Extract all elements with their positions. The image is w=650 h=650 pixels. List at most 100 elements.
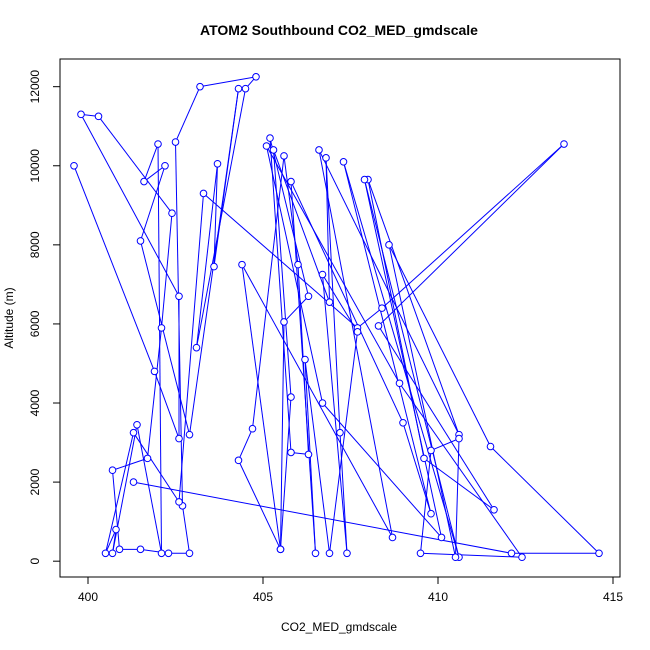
x-axis-label: CO2_MED_gmdscale (281, 620, 397, 634)
series-segment (283, 295, 309, 323)
data-point (276, 545, 285, 554)
data-point (353, 328, 362, 336)
data-point (360, 175, 369, 184)
series-segment (147, 327, 162, 459)
data-point (325, 298, 334, 306)
data-point (315, 146, 323, 154)
series-segment (143, 165, 166, 182)
series-segment (322, 274, 358, 333)
series-segment (73, 165, 155, 372)
data-point (311, 549, 320, 558)
series-segment (98, 116, 173, 214)
series-segment (196, 163, 218, 348)
data-point (451, 553, 460, 562)
data-point (241, 84, 250, 93)
data-point (318, 399, 327, 407)
data-point (304, 450, 313, 459)
series-segment (241, 264, 393, 538)
data-point (269, 146, 278, 154)
data-point (157, 549, 166, 558)
series-segment (357, 307, 383, 329)
series-segment (325, 157, 330, 303)
series-segment (339, 432, 348, 554)
series-segment (420, 552, 523, 558)
series-segment (378, 143, 565, 327)
series-segment (213, 163, 218, 267)
data-point (490, 505, 498, 514)
series-segment (105, 432, 134, 554)
series-segment (105, 529, 117, 554)
data-point (322, 154, 330, 162)
series-segment (175, 86, 201, 143)
data-point (486, 442, 495, 451)
series-segment (367, 179, 460, 435)
data-point (388, 533, 397, 542)
data-point (164, 549, 173, 558)
data-point (234, 456, 243, 465)
data-point (108, 466, 117, 475)
data-point (129, 428, 138, 437)
data-point (150, 367, 159, 376)
data-point (192, 343, 201, 352)
data-point (112, 525, 120, 534)
series-segment (343, 161, 460, 558)
data-point (427, 446, 435, 455)
series-segment (266, 145, 323, 404)
series-segment (455, 438, 460, 558)
data-point (455, 434, 463, 443)
series-segment (182, 505, 190, 554)
series-segment (140, 165, 166, 242)
data-point (196, 82, 204, 91)
series-segment (269, 138, 292, 453)
series-segment (199, 76, 257, 88)
series-segment (399, 382, 523, 558)
series-segment (178, 193, 204, 502)
data-point (294, 260, 302, 269)
data-point (213, 159, 222, 168)
data-point (399, 418, 407, 427)
data-point (140, 177, 148, 186)
data-point (427, 509, 435, 518)
data-point (262, 142, 271, 150)
chart-title: ATOM2 Southbound CO2_MED_gmdscale (200, 22, 478, 38)
series-segment (203, 193, 358, 329)
x-tick-label: 400 (78, 590, 98, 604)
y-tick-label: 4000 (28, 389, 42, 416)
series-segment (364, 179, 442, 538)
data-point (266, 134, 274, 142)
y-tick-label: 2000 (28, 468, 42, 495)
data-point (507, 549, 516, 558)
series-segment (238, 428, 253, 461)
data-point (210, 262, 218, 271)
data-point (185, 549, 194, 558)
series-segment (133, 481, 512, 554)
data-point (287, 393, 295, 401)
series-lines (73, 76, 600, 558)
series-segment (322, 402, 442, 538)
series-segment (388, 244, 491, 447)
series-segment (290, 181, 316, 554)
series-segment (290, 181, 404, 423)
x-tick-label: 405 (253, 590, 273, 604)
data-point (94, 112, 103, 121)
series-segment (143, 143, 159, 182)
data-point (287, 448, 295, 457)
series-segment (381, 143, 565, 309)
series-segment (378, 325, 495, 511)
series-points (70, 72, 603, 562)
series-segment (112, 529, 117, 554)
data-point (234, 84, 243, 93)
series-segment (266, 145, 400, 384)
y-axis: 0 2000 4000 6000 8000 10000 12000 (28, 70, 60, 565)
series-segment (343, 161, 432, 514)
data-point (115, 545, 124, 554)
series-segment (490, 446, 600, 554)
data-point (325, 549, 334, 558)
series-segment (133, 432, 180, 503)
data-point (437, 533, 446, 542)
x-tick-label: 410 (428, 590, 448, 604)
series-segment (161, 213, 173, 328)
data-point (318, 270, 327, 279)
series-segment (175, 142, 183, 506)
